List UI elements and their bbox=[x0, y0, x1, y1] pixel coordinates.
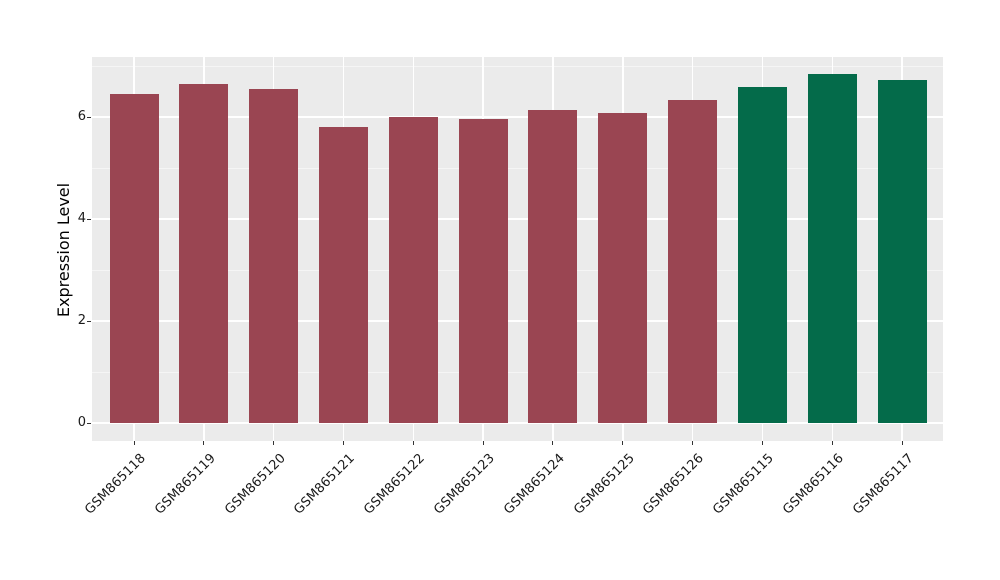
bar-GSM865117 bbox=[877, 79, 927, 423]
bar-GSM865122 bbox=[388, 117, 438, 423]
x-tick-label: GSM865116 bbox=[780, 451, 847, 518]
x-tick-mark bbox=[482, 441, 484, 445]
y-tick-label: 0 bbox=[77, 415, 86, 430]
plot-panel bbox=[92, 57, 943, 441]
y-tick-mark bbox=[87, 320, 91, 322]
x-tick-label: GSM865118 bbox=[82, 451, 149, 518]
x-tick-label: GSM865120 bbox=[221, 451, 289, 518]
major-gridline bbox=[92, 116, 943, 118]
y-tick-mark bbox=[87, 422, 91, 424]
x-tick-mark bbox=[622, 441, 624, 445]
bar-GSM865126 bbox=[668, 100, 718, 423]
x-tick-mark bbox=[901, 441, 903, 445]
x-tick-label: GSM865124 bbox=[501, 451, 568, 518]
x-tick-label: GSM865117 bbox=[850, 451, 917, 518]
minor-gridline bbox=[92, 66, 943, 67]
x-tick-mark bbox=[552, 441, 554, 445]
x-tick-mark bbox=[761, 441, 763, 445]
minor-gridline bbox=[92, 372, 943, 373]
bar-GSM865125 bbox=[598, 113, 648, 423]
y-tick-mark bbox=[87, 218, 91, 220]
y-axis-title: Expression Level bbox=[54, 182, 73, 318]
minor-gridline bbox=[92, 270, 943, 271]
x-tick-label: GSM865115 bbox=[710, 451, 778, 518]
x-tick-label: GSM865119 bbox=[151, 451, 219, 518]
x-tick-label: GSM865126 bbox=[640, 451, 708, 518]
y-tick-label: 6 bbox=[77, 109, 86, 124]
y-tick-label: 2 bbox=[77, 313, 86, 328]
bar-GSM865118 bbox=[109, 93, 159, 423]
major-gridline bbox=[92, 218, 943, 220]
minor-gridline bbox=[92, 168, 943, 169]
bar-GSM865120 bbox=[249, 89, 299, 423]
x-tick-mark bbox=[133, 441, 135, 445]
major-gridline bbox=[92, 422, 943, 424]
bar-GSM865123 bbox=[458, 118, 508, 423]
x-tick-mark bbox=[273, 441, 275, 445]
y-tick-label: 4 bbox=[77, 211, 86, 226]
x-tick-label: GSM865122 bbox=[361, 451, 428, 518]
x-tick-mark bbox=[831, 441, 833, 445]
bar-GSM865124 bbox=[528, 109, 578, 423]
bar-GSM865121 bbox=[318, 127, 368, 423]
y-tick-mark bbox=[87, 116, 91, 118]
bar-GSM865119 bbox=[179, 83, 229, 423]
x-tick-mark bbox=[342, 441, 344, 445]
x-tick-mark bbox=[412, 441, 414, 445]
x-tick-mark bbox=[203, 441, 205, 445]
x-tick-label: GSM865121 bbox=[291, 451, 359, 518]
x-tick-mark bbox=[692, 441, 694, 445]
major-gridline bbox=[92, 320, 943, 322]
bar-GSM865116 bbox=[807, 74, 857, 423]
x-tick-label: GSM865123 bbox=[431, 451, 498, 518]
x-tick-label: GSM865125 bbox=[570, 451, 638, 518]
bar-GSM865115 bbox=[737, 87, 787, 423]
